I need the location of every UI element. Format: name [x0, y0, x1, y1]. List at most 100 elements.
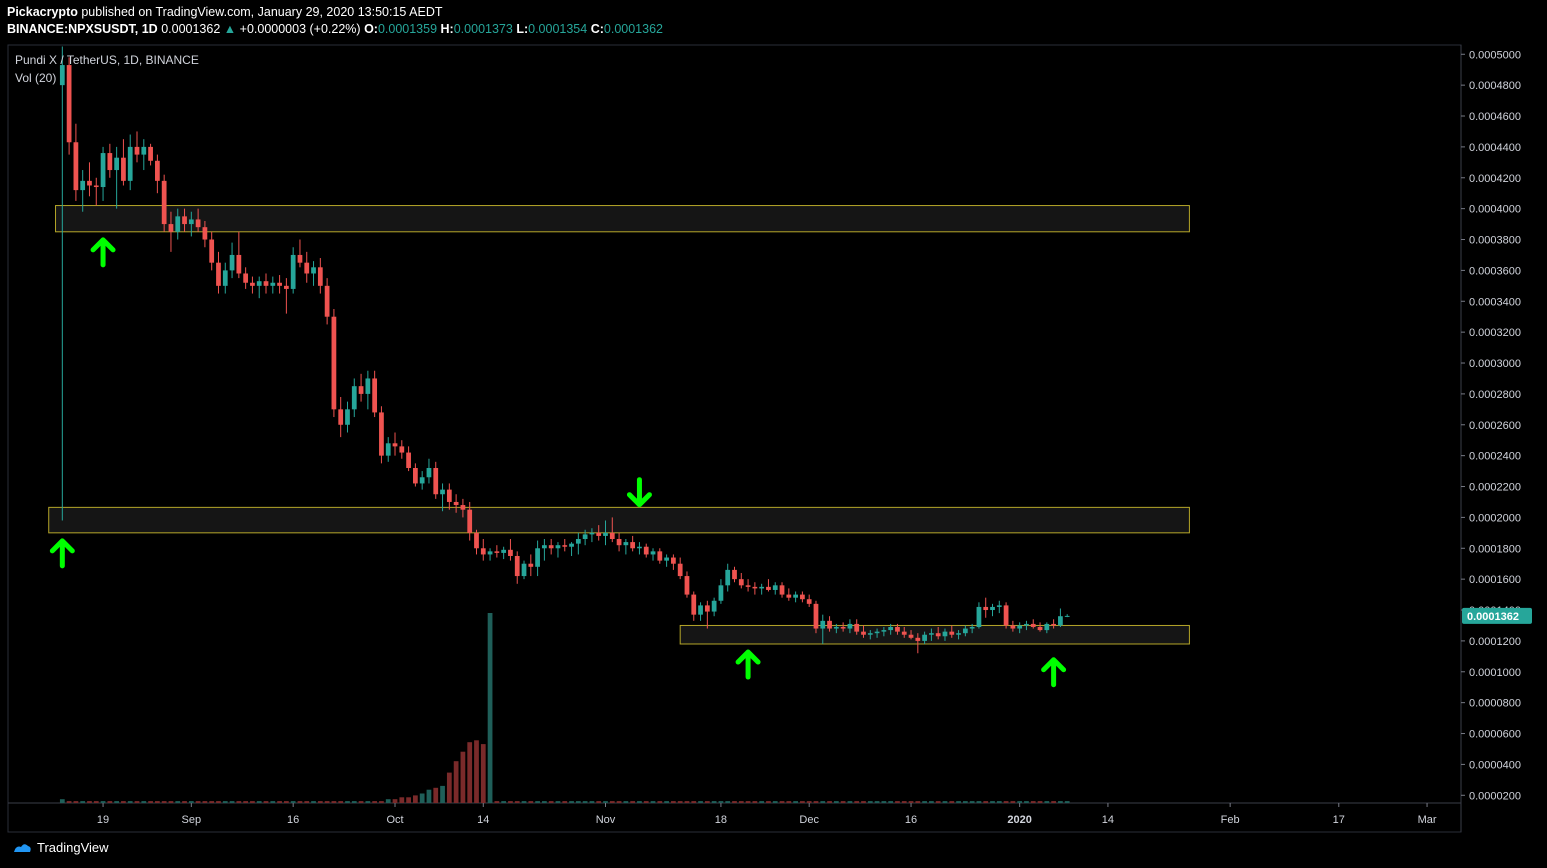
chart-title: Pundi X / TetherUS, 1D, BINANCE	[15, 53, 199, 67]
volume-bar	[1024, 801, 1029, 803]
volume-bar	[270, 801, 276, 803]
candle-body	[66, 65, 72, 143]
candle-body	[188, 219, 194, 225]
candle-body	[772, 585, 778, 590]
candle-body	[800, 594, 805, 600]
tradingview-footer[interactable]: TradingView	[12, 840, 109, 855]
candle-body	[290, 254, 296, 289]
low-value: 0.0001354	[528, 22, 588, 36]
candle-body	[100, 153, 106, 188]
candle-body	[535, 548, 540, 567]
candle-body	[59, 65, 65, 86]
candle-body	[990, 606, 995, 611]
price-tick-label: 0.0000800	[1469, 698, 1521, 710]
chart-header: Pickacrypto published on TradingView.com…	[7, 4, 663, 38]
candle-body	[514, 555, 520, 577]
volume-bar	[867, 801, 873, 803]
volume-bar	[793, 801, 798, 803]
volume-bar	[263, 801, 269, 803]
price-tick-label: 0.0003600	[1469, 265, 1521, 277]
volume-bar	[562, 801, 568, 803]
candle-body	[806, 599, 812, 604]
candle-body	[881, 630, 887, 632]
volume-bar	[508, 801, 513, 803]
volume-bar	[833, 801, 839, 803]
time-axis[interactable]: 19 Sep 16 Oct 14 Nov 18 Dec 16 2020 14 Feb 17 Mar	[97, 803, 1437, 826]
candle-body	[609, 532, 615, 540]
candle-body	[277, 282, 282, 286]
candle-body	[1010, 625, 1016, 629]
volume-bar	[250, 801, 255, 803]
candle-body	[956, 633, 961, 635]
candle-body	[521, 563, 527, 577]
volume-bar	[800, 801, 805, 803]
price-tick-label: 0.0003800	[1469, 235, 1521, 247]
price-tick-label: 0.0004400	[1469, 142, 1521, 154]
publisher-name[interactable]: Pickacrypto	[7, 5, 78, 19]
candle-body	[569, 543, 574, 547]
volume-bar	[514, 801, 520, 803]
candle-body	[813, 603, 819, 629]
price-axis[interactable]: 0.0005000 0.0004800 0.0004600 0.0004400 0.00…	[1461, 49, 1521, 802]
candle-body	[365, 378, 371, 394]
candle-body	[711, 600, 717, 612]
price-tick-label: 0.0003000	[1469, 358, 1521, 370]
candle-body	[725, 569, 731, 586]
candle-body	[833, 627, 839, 629]
candle-body	[433, 467, 439, 495]
candle-body	[704, 605, 710, 612]
volume-bar	[311, 801, 316, 803]
volume-bar	[121, 801, 126, 803]
volume-bar	[453, 761, 459, 803]
volume-bar	[379, 801, 384, 803]
volume-bar	[419, 793, 425, 803]
candle-body	[317, 267, 323, 286]
candle-body	[935, 633, 941, 637]
volume-bar	[854, 801, 860, 803]
time-tick-label: 14	[477, 814, 489, 826]
candle-body	[589, 532, 595, 535]
candle-body	[175, 216, 181, 232]
volume-bar	[861, 801, 866, 803]
candle-body	[426, 467, 432, 478]
candle-body	[643, 546, 649, 555]
volume-bar	[73, 801, 79, 803]
volume-bar	[284, 801, 289, 803]
volume-bar	[66, 801, 72, 803]
candle-body	[324, 285, 330, 317]
volume-bar	[331, 801, 337, 803]
zone-box	[55, 205, 1190, 233]
candle-body	[385, 443, 391, 456]
candle-body	[766, 586, 771, 590]
volume-bar	[148, 801, 153, 803]
candle-body	[413, 467, 418, 484]
close-value: 0.0001362	[603, 22, 663, 36]
volume-bar	[1051, 801, 1056, 803]
volume-bar	[895, 801, 900, 803]
candle-body	[392, 443, 398, 447]
candle-body	[440, 489, 445, 495]
volume-bar	[474, 740, 479, 803]
candle-body	[358, 386, 364, 394]
candle-body	[867, 633, 873, 635]
candle-body	[182, 216, 187, 225]
volume-bar	[732, 801, 737, 803]
volume-bar	[338, 801, 344, 803]
candle-body	[351, 386, 357, 410]
candle-body	[528, 563, 534, 567]
candle-body	[148, 146, 153, 161]
arrow-up-icon	[1041, 657, 1067, 688]
volume-bar	[175, 801, 181, 803]
candle-body	[1058, 616, 1063, 626]
volume-bar	[840, 801, 846, 803]
annotation-arrows	[49, 237, 1067, 688]
price-tick-label: 0.0003400	[1469, 296, 1521, 308]
candle-body	[121, 157, 126, 181]
volume-bar	[922, 801, 927, 803]
candle-body	[134, 146, 140, 155]
candle-body	[331, 316, 337, 410]
candle-body	[372, 378, 378, 413]
volume-bar	[711, 801, 717, 803]
chart-frame	[7, 44, 1462, 833]
